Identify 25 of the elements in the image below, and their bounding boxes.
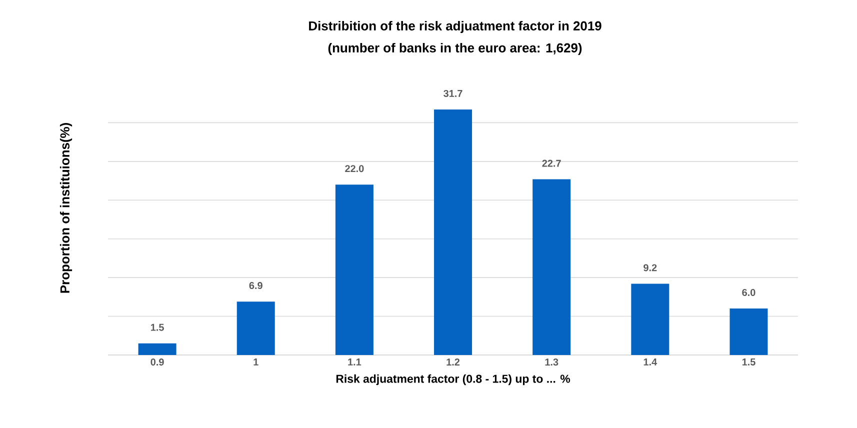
data-label: 22.7 [542,160,561,167]
x-tick-label: 1.1 [348,358,362,366]
x-tick-label: 1.4 [644,358,658,366]
chart-subtitle: (number of banks in the euro area: 1,629) [328,42,582,56]
x-tick-label: 1.5 [742,358,756,366]
bar [236,302,275,355]
y-axis-title: Proportion of instituions(%) [60,123,72,293]
bar [532,179,571,355]
bar [138,343,176,355]
data-label: 9.2 [644,264,657,272]
x-tick-label: 1 [254,358,258,366]
bar [335,184,374,355]
data-label: 1.5 [150,324,164,331]
data-label: 6.0 [742,288,756,296]
x-tick-label: 0.9 [150,358,164,366]
data-label: 6.9 [249,282,262,290]
chart-title: Distribition of the risk adjuatment factor in 2019 [309,20,602,34]
bar [730,308,768,355]
bar [631,284,670,355]
x-tick-label: 1.3 [545,358,558,366]
data-label: 22.0 [345,165,364,172]
data-label: 31.7 [444,90,462,98]
bar [434,110,472,355]
x-axis-title: Risk adjuatment factor (0.8 - 1.5) up to ... % [336,374,570,386]
x-tick-label: 1.2 [446,358,460,366]
